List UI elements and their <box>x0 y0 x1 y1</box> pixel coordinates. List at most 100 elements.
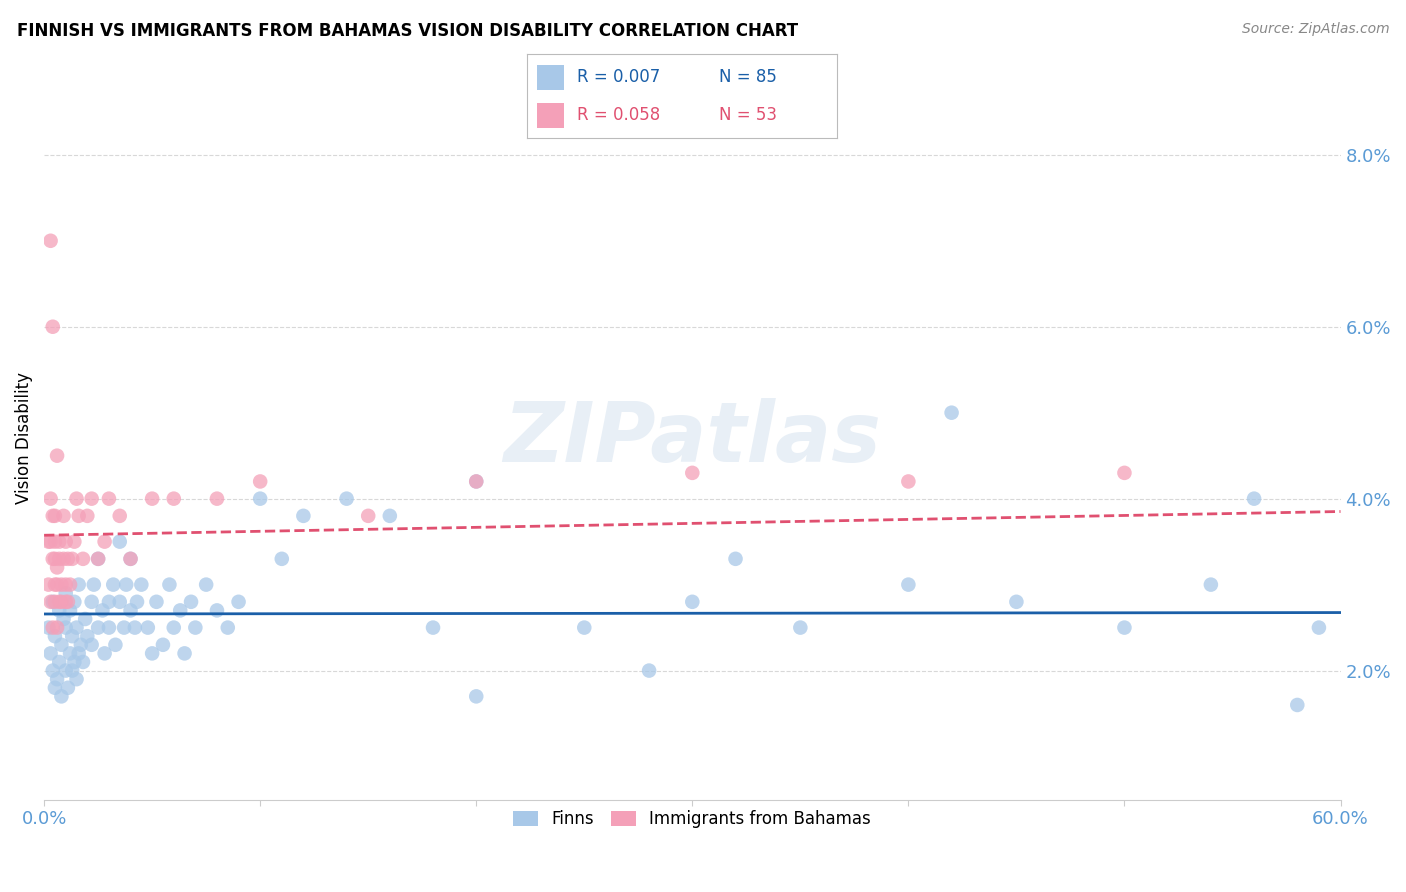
Point <box>39 234 62 248</box>
Point <box>1286 698 1309 712</box>
Point <box>93 646 115 660</box>
Point <box>120 551 142 566</box>
Point <box>97 491 120 506</box>
Point <box>681 595 703 609</box>
Point <box>56 551 79 566</box>
Point <box>63 595 86 609</box>
Point <box>217 621 239 635</box>
Point <box>131 577 153 591</box>
Point <box>44 534 66 549</box>
Point <box>80 595 103 609</box>
Point <box>65 621 87 635</box>
Point <box>44 629 66 643</box>
Point <box>897 577 920 591</box>
Point <box>42 664 65 678</box>
Point <box>60 551 83 566</box>
Point <box>163 621 186 635</box>
Point <box>141 646 163 660</box>
Point <box>37 577 59 591</box>
Point <box>145 595 167 609</box>
Point <box>87 551 110 566</box>
Point <box>75 612 97 626</box>
Point <box>292 508 315 523</box>
Point <box>46 621 69 635</box>
Point <box>136 621 159 635</box>
Point <box>1114 466 1136 480</box>
Point <box>124 621 146 635</box>
Point <box>39 534 62 549</box>
Point <box>52 612 75 626</box>
Point <box>83 577 105 591</box>
Point <box>270 551 292 566</box>
Point <box>72 655 94 669</box>
Point <box>249 475 271 489</box>
Point <box>37 534 59 549</box>
Point <box>184 621 207 635</box>
Point <box>60 664 83 678</box>
Point <box>42 319 65 334</box>
Text: FINNISH VS IMMIGRANTS FROM BAHAMAS VISION DISABILITY CORRELATION CHART: FINNISH VS IMMIGRANTS FROM BAHAMAS VISIO… <box>17 22 799 40</box>
Point <box>103 577 125 591</box>
Point <box>681 466 703 480</box>
Text: R = 0.058: R = 0.058 <box>576 105 659 123</box>
Text: ZIPatlas: ZIPatlas <box>503 398 882 479</box>
Point <box>51 690 73 704</box>
Point <box>65 491 87 506</box>
Point <box>76 508 98 523</box>
Point <box>60 629 83 643</box>
Point <box>724 551 747 566</box>
Point <box>55 577 77 591</box>
Point <box>249 491 271 506</box>
Point <box>173 646 195 660</box>
Point <box>39 595 62 609</box>
Point <box>115 577 138 591</box>
Point <box>422 621 444 635</box>
Point <box>108 595 131 609</box>
Point <box>1308 621 1330 635</box>
Point <box>104 638 127 652</box>
Point <box>56 681 79 695</box>
Point <box>159 577 181 591</box>
Point <box>336 491 359 506</box>
Point <box>378 508 401 523</box>
Bar <box>537 103 564 128</box>
Point <box>42 621 65 635</box>
Point <box>1243 491 1265 506</box>
Text: N = 53: N = 53 <box>718 105 778 123</box>
Point <box>67 508 90 523</box>
Point <box>55 664 77 678</box>
Point <box>125 595 148 609</box>
Point <box>87 621 110 635</box>
Point <box>63 655 86 669</box>
Legend: Finns, Immigrants from Bahamas: Finns, Immigrants from Bahamas <box>506 803 877 835</box>
Point <box>55 621 77 635</box>
Point <box>52 551 75 566</box>
Text: N = 85: N = 85 <box>718 69 778 87</box>
Point <box>163 491 186 506</box>
Point <box>152 638 174 652</box>
Point <box>48 534 70 549</box>
Point <box>59 577 82 591</box>
Point <box>39 491 62 506</box>
Point <box>80 491 103 506</box>
Point <box>574 621 596 635</box>
Point <box>180 595 202 609</box>
Point <box>97 595 120 609</box>
Point <box>120 551 142 566</box>
Point <box>97 621 120 635</box>
Point <box>44 551 66 566</box>
Point <box>44 508 66 523</box>
Point <box>789 621 811 635</box>
Point <box>46 577 69 591</box>
Text: Source: ZipAtlas.com: Source: ZipAtlas.com <box>1241 22 1389 37</box>
Point <box>46 560 69 574</box>
Point <box>56 595 79 609</box>
Point <box>93 534 115 549</box>
Y-axis label: Vision Disability: Vision Disability <box>15 373 32 505</box>
Bar <box>537 64 564 90</box>
Point <box>67 577 90 591</box>
Point <box>465 475 488 489</box>
Point <box>39 646 62 660</box>
Point <box>120 603 142 617</box>
Point <box>76 629 98 643</box>
